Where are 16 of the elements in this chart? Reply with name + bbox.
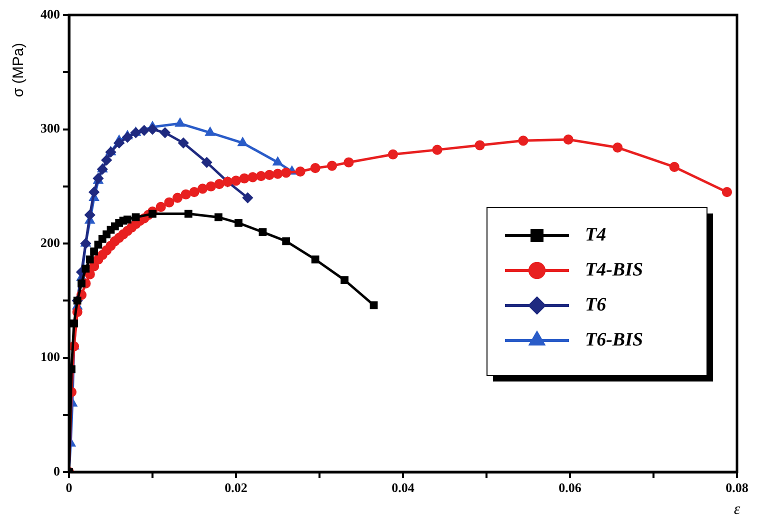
legend-label: T6-BIS: [585, 329, 644, 350]
legend-label: T4: [585, 224, 606, 246]
x-tick-label: 0: [66, 480, 72, 496]
y-tick-label: 0: [54, 463, 60, 478]
y-tick-label: 200: [40, 234, 60, 250]
y-tick-label: 100: [40, 349, 60, 364]
y-tick-label: 300: [40, 120, 60, 136]
y-tick-label: 400: [40, 6, 60, 22]
x-tick-label: 0.04: [392, 480, 415, 496]
x-tick-label: 0.06: [558, 480, 582, 496]
x-tick-label: 0.02: [224, 480, 248, 496]
x-axis-title: ε: [734, 501, 741, 518]
legend-label: T6: [585, 294, 607, 316]
legend-label: T4-BIS: [585, 259, 644, 280]
x-tick-label: 0.08: [726, 480, 749, 496]
y-axis-title: σ (MPa): [10, 42, 28, 98]
